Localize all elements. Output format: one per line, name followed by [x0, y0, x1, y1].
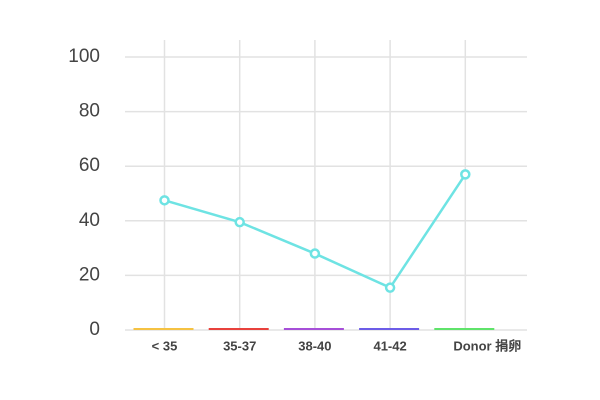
- point: [460, 169, 471, 180]
- point: [384, 282, 396, 293]
- y-tick-label: 80: [79, 101, 100, 122]
- x-tick-label: < 35: [152, 338, 178, 353]
- y-tick-label: 20: [79, 264, 100, 285]
- y-tick-label: 100: [68, 46, 100, 67]
- x-tick-label: Donor 捐卵: [453, 338, 521, 353]
- point: [309, 248, 321, 259]
- x-tick-label: 41-42: [373, 338, 406, 353]
- y-tick-label: 40: [79, 210, 100, 231]
- y-tick-label: 0: [89, 319, 100, 340]
- x-tick-label: 38-40: [298, 338, 331, 353]
- x-tick-label: 35-37: [223, 338, 256, 353]
- y-tick-label: 60: [79, 155, 100, 176]
- point: [159, 195, 170, 206]
- point: [234, 216, 245, 228]
